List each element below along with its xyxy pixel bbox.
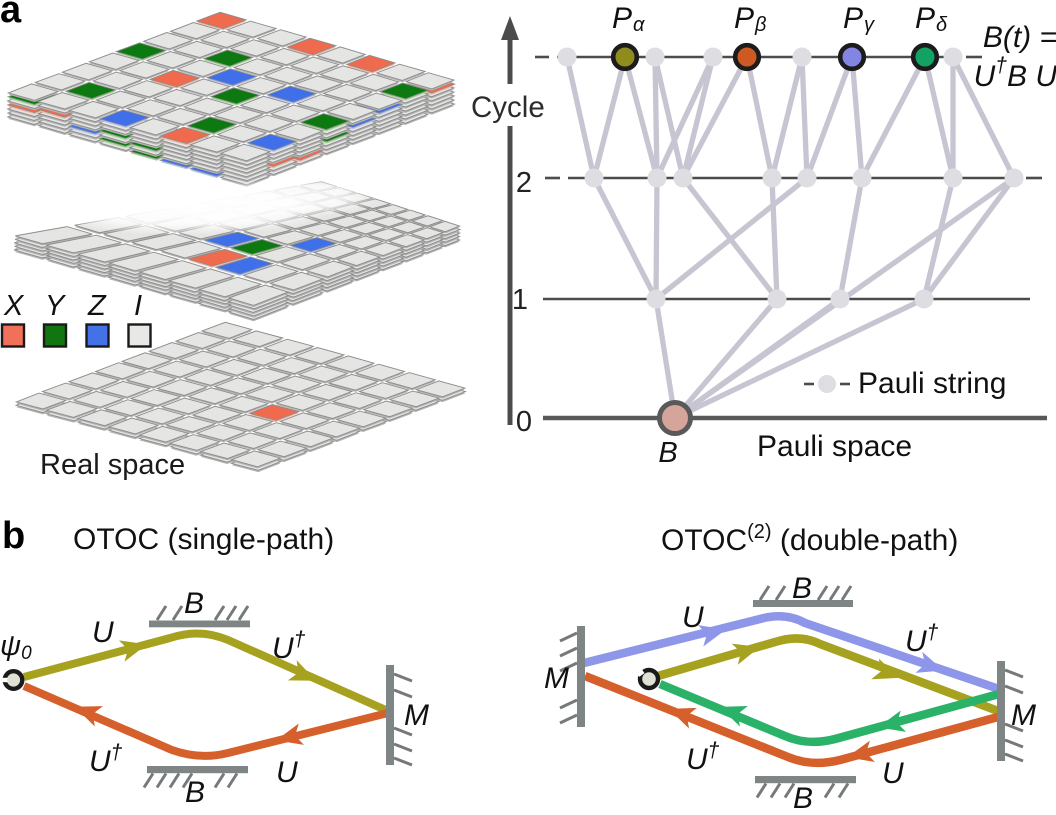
svg-text:B: B [185,776,205,809]
svg-text:0: 0 [516,406,532,438]
svg-text:B: B [658,437,677,469]
svg-text:Z: Z [87,290,107,322]
svg-text:Real space: Real space [40,449,185,481]
svg-text:U†B U: U†B U [974,54,1056,93]
svg-text:B: B [792,572,812,605]
svg-text:2: 2 [516,167,532,199]
svg-text:b: b [2,515,25,557]
svg-text:U: U [882,757,904,790]
svg-text:U: U [92,616,114,649]
svg-text:B: B [184,587,204,620]
svg-text:U: U [276,756,298,789]
svg-text:M: M [404,699,429,732]
svg-text:M: M [544,662,569,695]
svg-text:Cycle: Cycle [471,91,545,124]
svg-text:I: I [134,290,142,322]
svg-text:OTOC (single-path): OTOC (single-path) [73,523,334,556]
svg-text:X: X [3,290,25,322]
svg-text:M: M [1011,699,1036,732]
svg-text:1: 1 [512,284,528,316]
svg-text:Pauli string: Pauli string [858,367,1006,400]
svg-text:Y: Y [45,290,67,322]
svg-text:B(t) =: B(t) = [983,21,1056,54]
svg-text:Pβ: Pβ [734,2,766,36]
svg-text:Pauli space: Pauli space [757,430,912,463]
svg-text:B: B [793,782,813,810]
svg-text:ψ0: ψ0 [0,630,32,664]
svg-text:a: a [0,0,22,31]
svg-text:OTOC(2) (double-path): OTOC(2) (double-path) [661,521,958,557]
svg-text:U: U [682,601,704,634]
